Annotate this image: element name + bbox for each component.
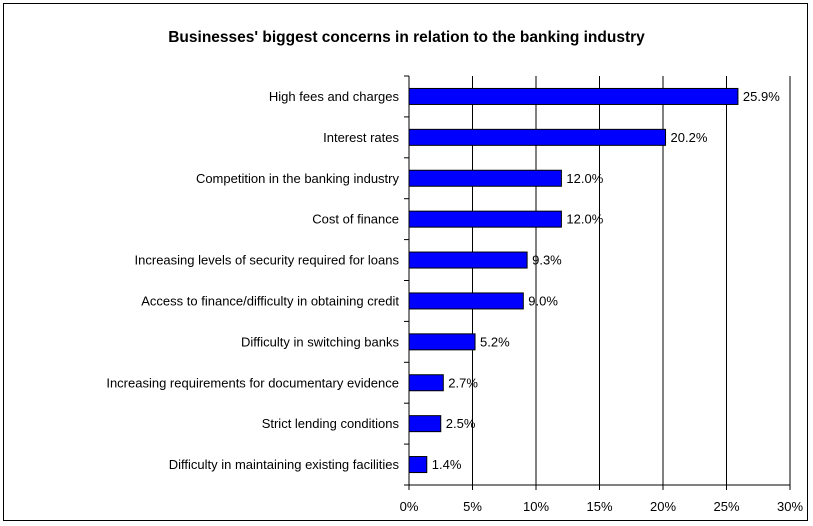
bar bbox=[408, 292, 524, 310]
category-label: Difficulty in maintaining existing facil… bbox=[169, 457, 400, 472]
value-label: 5.2% bbox=[480, 334, 510, 349]
x-tick-label: 15% bbox=[586, 499, 612, 514]
bar bbox=[408, 374, 444, 392]
category-label: Increasing levels of security required f… bbox=[135, 253, 400, 268]
value-label: 1.4% bbox=[432, 457, 462, 472]
category-label: Difficulty in switching banks bbox=[241, 334, 399, 349]
category-label: Access to finance/difficulty in obtainin… bbox=[141, 293, 399, 308]
bar bbox=[408, 128, 667, 146]
x-tick-label: 25% bbox=[713, 499, 739, 514]
x-tick-label: 20% bbox=[650, 499, 676, 514]
value-label: 2.7% bbox=[448, 375, 478, 390]
category-label: Strict lending conditions bbox=[262, 416, 400, 431]
value-label: 12.0% bbox=[566, 212, 603, 227]
chart-title: Businesses' biggest concerns in relation… bbox=[168, 29, 645, 46]
category-label: Cost of finance bbox=[312, 212, 399, 227]
bar bbox=[408, 169, 562, 187]
value-label: 20.2% bbox=[671, 130, 708, 145]
value-label: 9.0% bbox=[528, 293, 558, 308]
category-label: Competition in the banking industry bbox=[196, 171, 400, 186]
category-label: Interest rates bbox=[323, 130, 399, 145]
category-label: High fees and charges bbox=[269, 89, 400, 104]
x-tick-label: 5% bbox=[463, 499, 482, 514]
bar bbox=[408, 87, 739, 105]
bar bbox=[408, 210, 562, 228]
bar bbox=[408, 456, 428, 474]
value-label: 12.0% bbox=[566, 171, 603, 186]
x-tick-label: 30% bbox=[777, 499, 803, 514]
bar bbox=[408, 333, 476, 351]
value-label: 25.9% bbox=[743, 89, 780, 104]
value-label: 2.5% bbox=[446, 416, 476, 431]
bar bbox=[408, 415, 442, 433]
category-label: Increasing requirements for documentary … bbox=[106, 375, 399, 390]
x-tick-label: 0% bbox=[400, 499, 419, 514]
bar bbox=[408, 251, 528, 269]
value-label: 9.3% bbox=[532, 253, 562, 268]
x-tick-label: 10% bbox=[523, 499, 549, 514]
